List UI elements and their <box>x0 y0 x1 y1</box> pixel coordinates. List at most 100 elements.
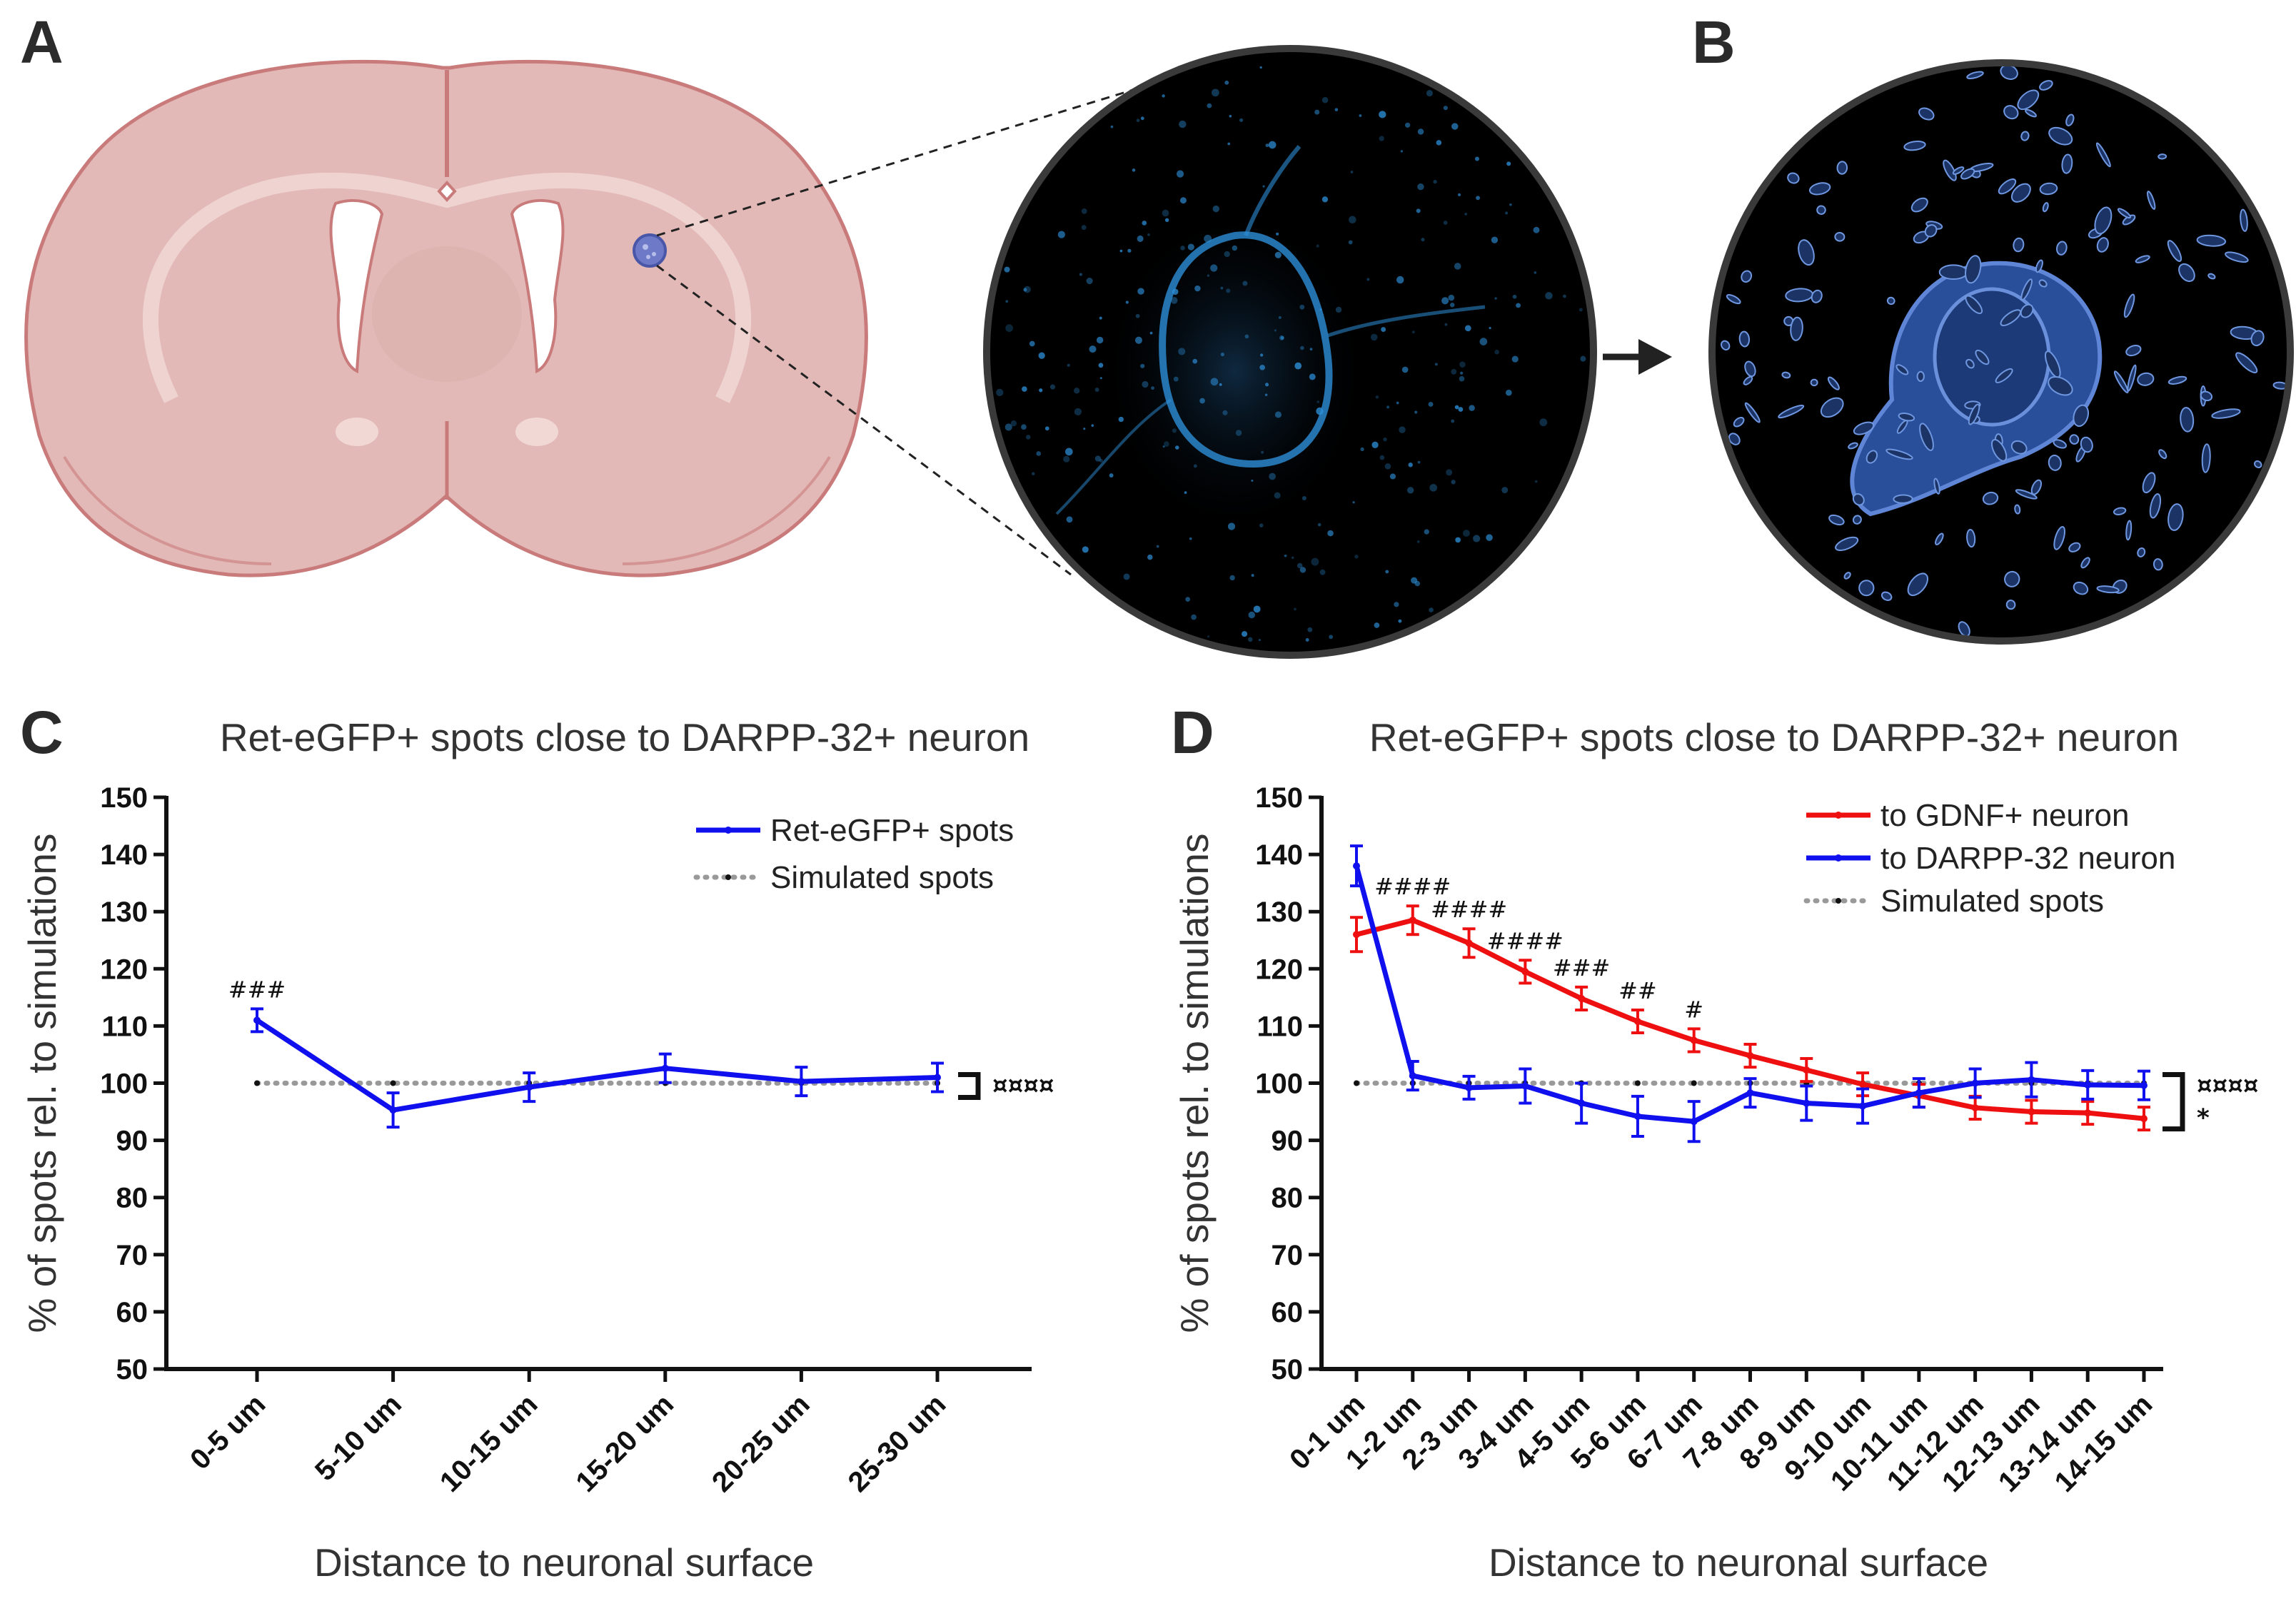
simulated-point <box>390 1080 396 1086</box>
surface-fragment <box>2152 558 2163 571</box>
signal-speck <box>1178 348 1186 355</box>
surface-fragment <box>1903 141 1926 151</box>
signal-speck <box>1170 297 1178 304</box>
data-point <box>1746 1052 1754 1060</box>
signal-speck <box>1436 140 1442 146</box>
legend-swatch-point <box>725 874 731 880</box>
signal-speck <box>1389 473 1396 480</box>
central-region <box>372 246 522 382</box>
signal-speck <box>1099 377 1102 380</box>
surface-fragment <box>1835 536 1859 551</box>
data-point <box>661 1064 669 1072</box>
signal-speck <box>1082 546 1089 553</box>
signal-speck <box>1359 114 1362 117</box>
signal-speck <box>1407 487 1414 494</box>
data-point <box>1409 916 1416 924</box>
signal-speck <box>1242 281 1248 286</box>
legend-label: to GDNF+ neuron <box>1880 798 2130 833</box>
simulated-point <box>1354 1080 1359 1086</box>
signal-speck <box>1004 266 1010 273</box>
signal-speck <box>1464 325 1471 332</box>
signal-speck <box>1099 458 1103 463</box>
surface-fragment <box>2211 408 2241 419</box>
surface-fragment <box>2042 202 2049 213</box>
panel-label-b: B <box>1692 9 1736 76</box>
surface-fragment <box>1808 182 1831 196</box>
signal-speck <box>1189 537 1192 540</box>
surface-fragment <box>2020 303 2034 318</box>
surface-fragment <box>2123 293 2135 318</box>
surface-fragment <box>1852 515 1862 525</box>
signal-speck <box>1448 294 1455 301</box>
signal-speck <box>1044 426 1049 431</box>
signal-speck <box>1119 249 1123 253</box>
chart-c: Ret-eGFP+ spots close to DARPP-32+ neuro… <box>20 715 1054 1585</box>
significance-marker: ¤¤¤¤ <box>2197 1071 2259 1100</box>
left-ventricle <box>329 199 384 374</box>
signal-speck <box>1109 473 1114 478</box>
surface-fragment <box>1907 572 1929 597</box>
signal-speck <box>1416 208 1421 213</box>
signal-speck <box>1163 441 1169 447</box>
signal-speck <box>1081 208 1087 214</box>
surface-fragment <box>2010 440 2028 455</box>
surface-fragment <box>2005 600 2016 610</box>
signal-speck <box>1259 365 1265 370</box>
surface-fragment <box>1866 450 1878 464</box>
signal-speck <box>1242 631 1248 637</box>
signal-speck <box>1212 89 1219 97</box>
signal-speck <box>1207 274 1210 277</box>
surface-fragment <box>2010 183 2031 203</box>
signal-speck <box>1220 352 1225 357</box>
signal-speck <box>1563 294 1566 298</box>
signal-speck <box>1501 487 1509 494</box>
surface-fragment <box>2135 255 2150 263</box>
signal-speck <box>1394 602 1399 607</box>
data-point <box>1803 1066 1811 1074</box>
y-tick-label: 150 <box>100 782 148 814</box>
signal-speck <box>1370 333 1378 341</box>
data-point <box>1690 1118 1698 1126</box>
signal-speck <box>1229 115 1232 118</box>
micrograph-surface-rendering <box>1708 59 2294 645</box>
signal-speck <box>1268 141 1277 149</box>
signal-speck <box>1194 285 1201 292</box>
significance-marker-secondary: * <box>2197 1104 2210 1133</box>
signal-speck <box>1534 480 1538 483</box>
surface-fragment <box>1943 159 1957 181</box>
signal-speck <box>1421 238 1425 242</box>
signal-speck <box>1405 122 1411 128</box>
x-tick-label: 10-15 um <box>434 1388 544 1498</box>
y-tick-label: 140 <box>1255 839 1303 871</box>
x-tick-label: 0-5 um <box>184 1388 271 1475</box>
signal-speck <box>1162 445 1165 448</box>
signal-speck <box>1066 516 1073 523</box>
y-tick-label: 80 <box>116 1183 148 1214</box>
surface-fragment <box>2069 434 2080 445</box>
surface-fragment <box>1744 402 1761 423</box>
signal-speck <box>1251 479 1254 482</box>
signal-speck <box>1125 300 1129 304</box>
surface-fragment <box>1966 529 1976 548</box>
surface-fragment <box>1853 421 1875 435</box>
signal-speck <box>1451 368 1457 375</box>
surface-fragment <box>2017 89 2040 111</box>
signal-speck <box>1248 611 1256 619</box>
surface-fragment <box>1787 172 1800 184</box>
signal-speck <box>1173 376 1179 382</box>
y-axis-title: % of spots rel. to simulations <box>20 833 64 1333</box>
signal-speck <box>1081 225 1087 231</box>
signal-speck <box>1401 366 1409 373</box>
signal-speck <box>1220 286 1224 290</box>
signal-speck <box>1349 216 1356 224</box>
data-point <box>1409 1072 1416 1080</box>
signal-speck <box>1180 246 1185 251</box>
signal-speck <box>1274 251 1282 258</box>
significance-annotation: ## <box>1618 977 1657 1004</box>
signal-speck <box>1444 323 1448 326</box>
significance-annotation: #### <box>1431 896 1507 923</box>
signal-speck <box>1132 168 1136 172</box>
surface-fragment <box>2147 191 2156 210</box>
signal-speck <box>1199 398 1205 404</box>
signal-speck <box>1151 386 1154 390</box>
